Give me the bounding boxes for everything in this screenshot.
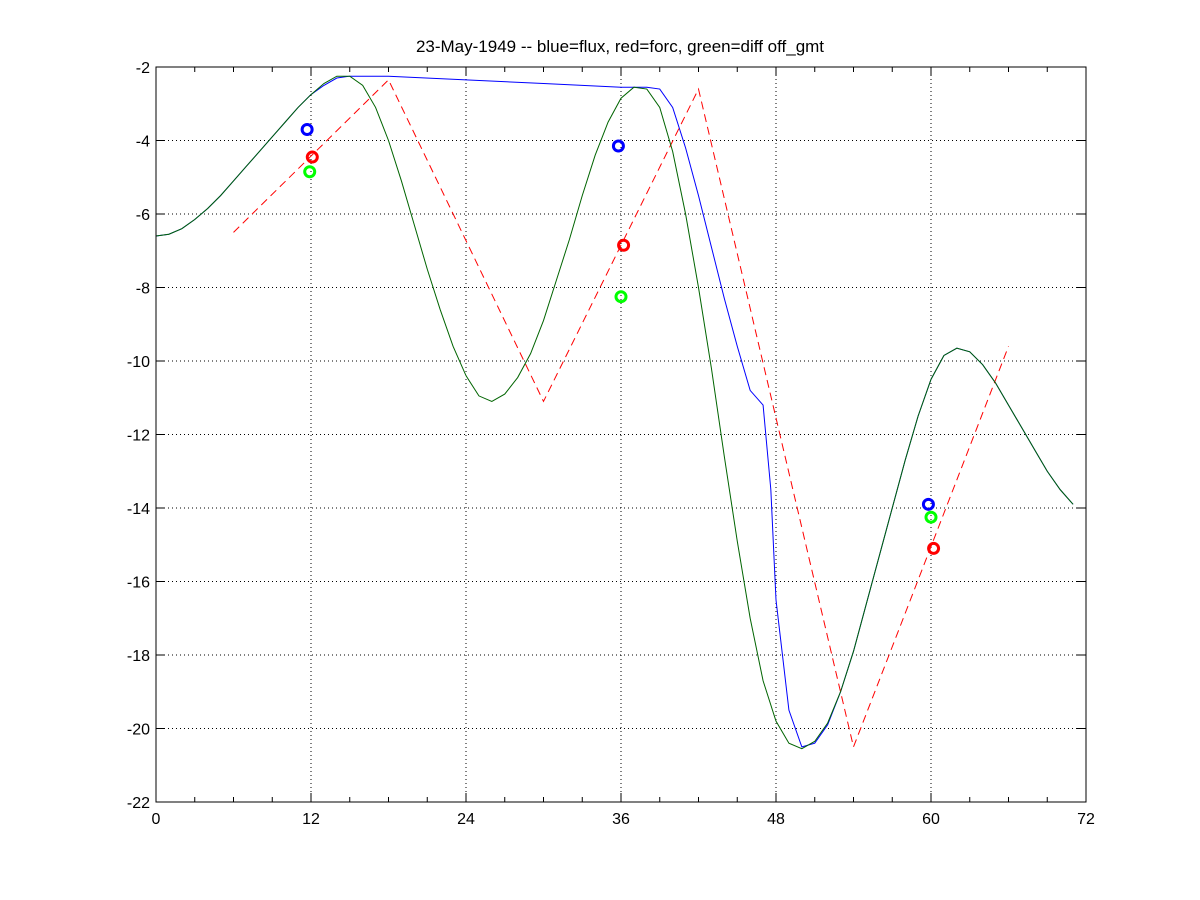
x-tick-label: 36 (612, 811, 630, 828)
series-line (155, 75, 1074, 750)
y-tick-label: -20 (127, 722, 150, 739)
x-tick-label: 48 (767, 811, 785, 828)
series-line (233, 79, 1009, 749)
y-tick-label: -6 (136, 207, 150, 224)
data-marker (924, 510, 938, 524)
y-tick-label: -2 (136, 60, 150, 77)
x-tick-label: 12 (302, 811, 320, 828)
y-tick-label: -12 (127, 428, 150, 445)
x-tick-label: 72 (1077, 811, 1095, 828)
y-tick-label: -8 (136, 281, 150, 298)
marker-layer (300, 122, 941, 555)
chart-title: 23-May-1949 -- blue=flux, red=forc, gree… (416, 37, 824, 56)
y-tick-label: -22 (127, 795, 150, 812)
x-tick-label: 60 (922, 811, 940, 828)
data-marker (305, 150, 319, 164)
data-marker (921, 497, 935, 511)
data-marker (611, 139, 625, 153)
y-tick-label: -4 (136, 134, 150, 151)
x-tick-label: 24 (457, 811, 475, 828)
x-tick-label: 0 (152, 811, 161, 828)
data-marker (617, 238, 631, 252)
y-tick-label: -18 (127, 648, 150, 665)
y-tick-label: -14 (127, 501, 150, 518)
data-marker (927, 541, 941, 555)
data-marker (614, 290, 628, 304)
data-marker (303, 165, 317, 179)
axes: 0 12 24 36 48 60 72 -22 -20 -18 -16 -14 -12 -10 -8 -6 -4… (127, 60, 1095, 828)
y-tick-label: -10 (127, 354, 150, 371)
y-tick-label: -16 (127, 575, 150, 592)
data-marker (300, 122, 314, 136)
series-layer (155, 75, 1074, 750)
